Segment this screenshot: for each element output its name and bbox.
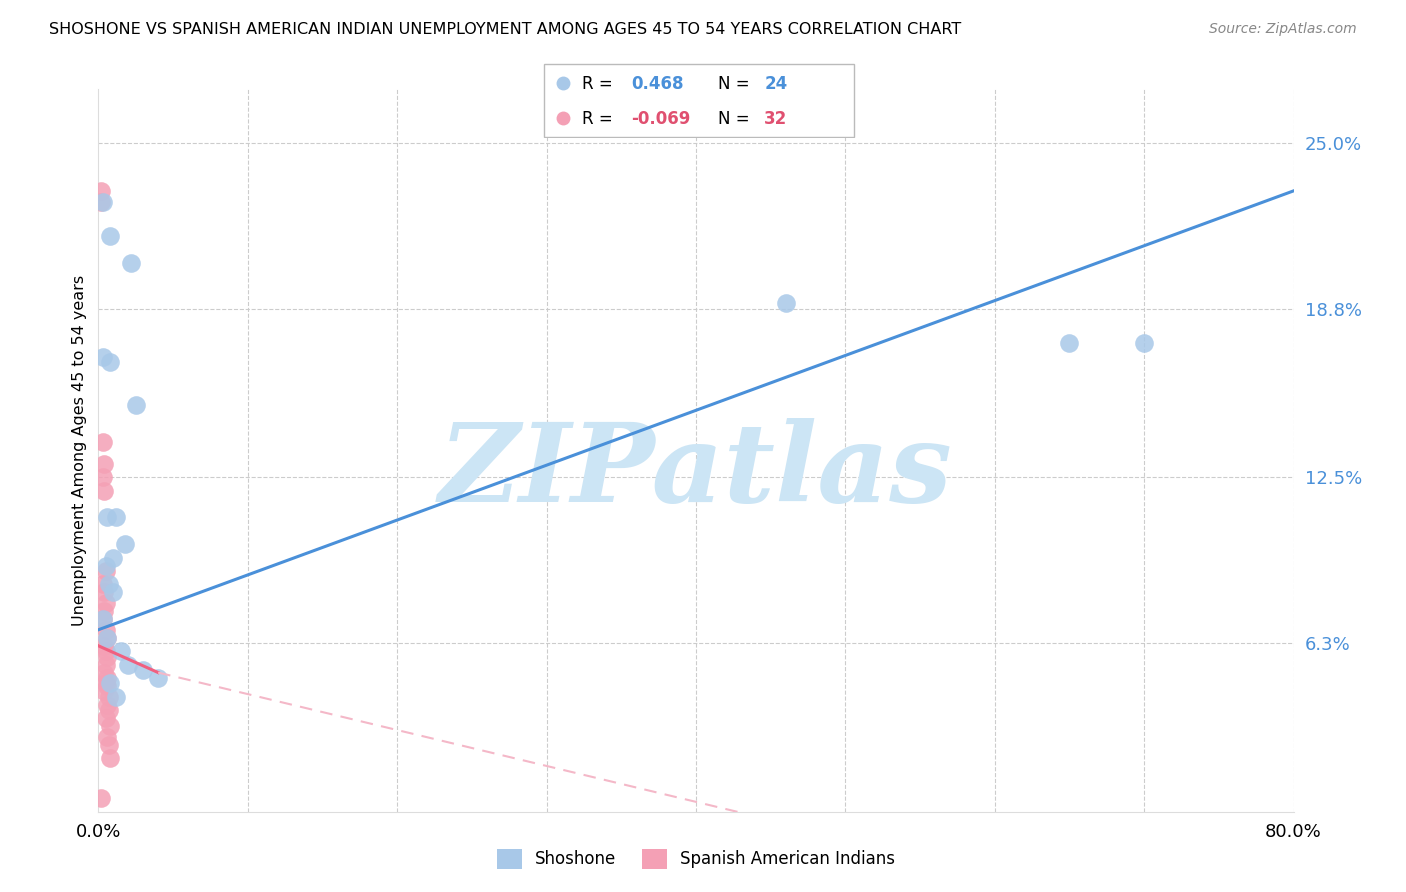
- Point: [110, 644, 132, 658]
- Point: [94, 676, 117, 690]
- Point: [105, 510, 128, 524]
- Text: Source: ZipAtlas.com: Source: ZipAtlas.com: [1209, 22, 1357, 37]
- Point: [91, 577, 114, 591]
- Point: [117, 657, 139, 672]
- Text: ZIPatlas: ZIPatlas: [439, 418, 953, 526]
- Point: [120, 256, 142, 270]
- Point: [114, 537, 136, 551]
- Point: [98, 229, 122, 244]
- Point: [96, 631, 118, 645]
- Point: [93, 483, 115, 498]
- Point: [125, 398, 148, 412]
- Point: [96, 649, 118, 664]
- Point: [94, 564, 117, 578]
- Point: [98, 751, 122, 765]
- Text: 0.468: 0.468: [631, 75, 683, 93]
- Point: [103, 550, 125, 565]
- Point: [90, 791, 112, 805]
- Point: [96, 679, 118, 693]
- Point: [94, 657, 117, 672]
- Text: -0.069: -0.069: [631, 110, 690, 128]
- Point: [90, 194, 112, 209]
- Point: [1059, 336, 1081, 351]
- FancyBboxPatch shape: [544, 64, 855, 136]
- Point: [93, 665, 115, 680]
- Point: [90, 184, 112, 198]
- Text: R =: R =: [582, 75, 613, 93]
- Point: [91, 194, 114, 209]
- Point: [91, 612, 114, 626]
- Point: [91, 435, 114, 450]
- Point: [94, 644, 117, 658]
- Point: [97, 690, 120, 704]
- Point: [94, 623, 117, 637]
- Point: [97, 577, 120, 591]
- Point: [91, 470, 114, 484]
- Point: [553, 111, 575, 125]
- Point: [91, 350, 114, 364]
- Point: [96, 671, 118, 685]
- Point: [103, 585, 125, 599]
- Point: [148, 671, 170, 685]
- Point: [98, 719, 122, 733]
- Point: [93, 604, 115, 618]
- Point: [96, 631, 118, 645]
- Point: [97, 738, 120, 752]
- Point: [96, 698, 118, 712]
- Text: SHOSHONE VS SPANISH AMERICAN INDIAN UNEMPLOYMENT AMONG AGES 45 TO 54 YEARS CORRE: SHOSHONE VS SPANISH AMERICAN INDIAN UNEM…: [49, 22, 962, 37]
- Point: [553, 76, 575, 90]
- Point: [91, 612, 114, 626]
- Point: [1133, 336, 1156, 351]
- Point: [96, 730, 118, 744]
- Point: [93, 585, 115, 599]
- Text: 32: 32: [765, 110, 787, 128]
- Point: [105, 690, 128, 704]
- Point: [97, 703, 120, 717]
- Text: N =: N =: [718, 75, 749, 93]
- Text: N =: N =: [718, 110, 749, 128]
- Point: [96, 510, 118, 524]
- Point: [775, 296, 797, 310]
- Text: R =: R =: [582, 110, 613, 128]
- Point: [94, 558, 117, 573]
- Point: [94, 596, 117, 610]
- Legend: Shoshone, Spanish American Indians: Shoshone, Spanish American Indians: [491, 842, 901, 876]
- Point: [93, 684, 115, 698]
- Point: [132, 663, 155, 677]
- Point: [98, 676, 122, 690]
- Y-axis label: Unemployment Among Ages 45 to 54 years: Unemployment Among Ages 45 to 54 years: [72, 275, 87, 626]
- Text: 24: 24: [765, 75, 787, 93]
- Point: [93, 639, 115, 653]
- Point: [93, 457, 115, 471]
- Point: [94, 711, 117, 725]
- Point: [98, 355, 122, 369]
